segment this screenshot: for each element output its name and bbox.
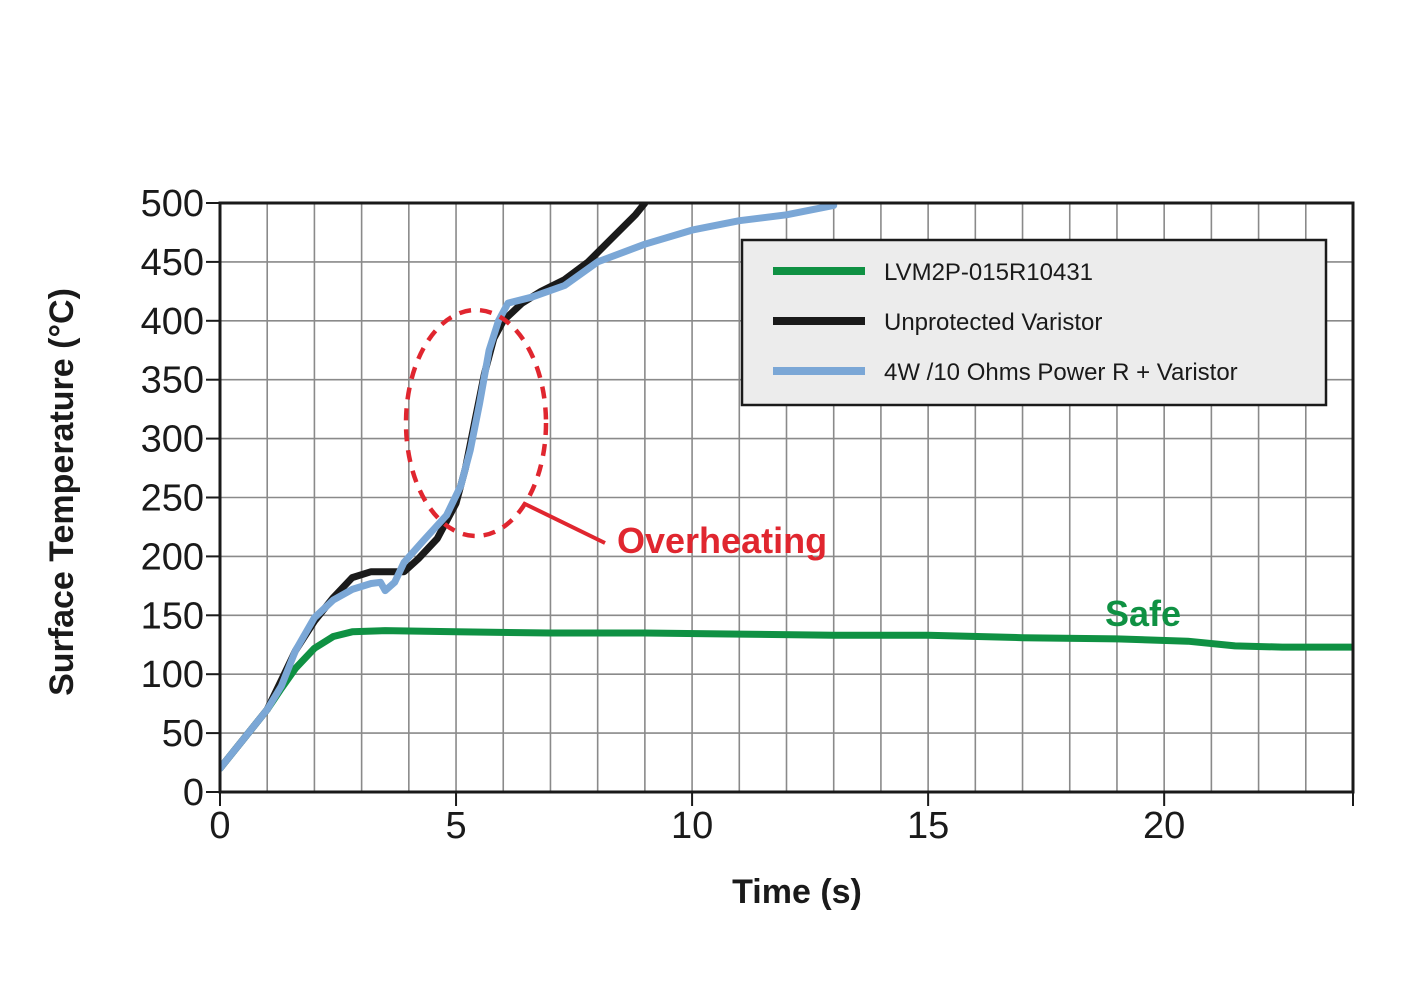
x-tick-label: 20 [1143,805,1185,847]
y-tick-label: 400 [141,301,204,343]
y-tick-label: 300 [141,419,204,461]
legend-label-2: Unprotected Varistor [884,309,1102,336]
x-axis-title: Time (s) [732,873,862,911]
y-tick-label: 50 [162,713,204,755]
y-tick-labels: 0 50 100 150 200 250 300 350 400 450 500 [141,183,204,814]
legend-label-1: LVM2P-015R10431 [884,259,1093,286]
x-ticks [219,792,1354,806]
series-line-3 [220,203,838,772]
y-axis-title: Surface Temperature (°C) [43,288,81,696]
y-tick-label: 450 [141,242,204,284]
y-tick-label: 100 [141,654,204,696]
overheating-annotation: Overheating [403,307,827,561]
safe-label: Safe [1105,593,1181,634]
x-tick-label: 5 [445,805,466,847]
overheating-label: Overheating [617,520,827,561]
y-tick-label: 500 [141,183,204,225]
overheating-ellipse [403,307,549,539]
legend-items: LVM2P-015R10431 Unprotected Varistor 4W /1… [773,259,1238,386]
legend: LVM2P-015R10431 Unprotected Varistor 4W /1… [740,238,1328,407]
y-tick-label: 200 [141,536,204,578]
x-tick-label: 0 [209,805,230,847]
y-tick-label: 350 [141,360,204,402]
y-tick-label: 250 [141,478,204,520]
x-tick-labels: 0 5 10 15 20 [209,805,1185,847]
legend-label-3: 4W /10 Ohms Power R + Varistor [884,359,1238,386]
x-tick-label: 15 [907,805,949,847]
series-layer [220,203,1353,772]
y-tick-label: 150 [141,595,204,637]
y-ticks [206,202,220,793]
x-tick-label: 10 [671,805,713,847]
overheating-pointer [522,501,606,545]
y-tick-label: 0 [183,772,204,814]
